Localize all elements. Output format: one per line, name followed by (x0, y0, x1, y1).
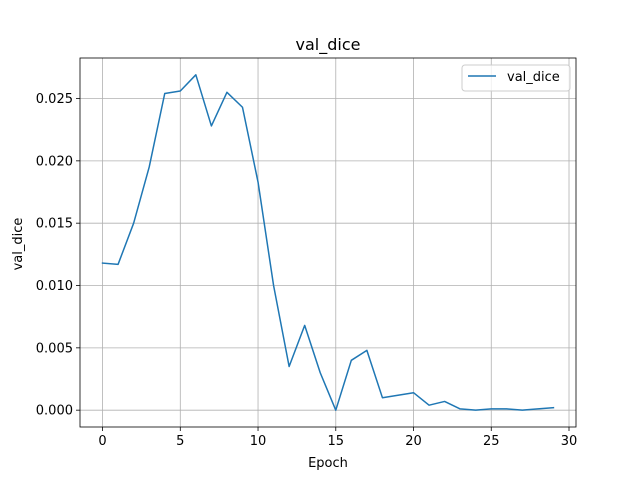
x-tick-label: 25 (483, 434, 500, 449)
axes-frame (79, 57, 577, 428)
legend: val_dice (461, 64, 571, 92)
x-tick-label: 5 (176, 434, 184, 449)
x-tick-label: 20 (405, 434, 422, 449)
y-tick-label: 0.015 (36, 217, 73, 232)
y-tick-label: 0.025 (36, 92, 73, 107)
grid (80, 58, 576, 427)
chart-title: val_dice (296, 35, 361, 55)
x-ticks: 0 5 10 15 20 25 30 (98, 427, 577, 449)
y-ticks: 0.000 0.005 0.010 0.015 0.020 0.025 (36, 92, 80, 419)
y-axis-label: val_dice (11, 218, 26, 271)
series-line-val-dice (101, 74, 555, 411)
legend-box (461, 64, 571, 92)
y-tick-label: 0.010 (36, 279, 73, 294)
y-tick-label: 0.000 (36, 404, 73, 419)
x-tick-label: 10 (250, 434, 267, 449)
x-tick-label: 15 (328, 434, 345, 449)
x-tick-label: 0 (98, 434, 106, 449)
y-tick-label: 0.020 (36, 154, 73, 169)
y-tick-label: 0.005 (36, 341, 73, 356)
legend-label: val_dice (507, 70, 560, 85)
x-tick-label: 30 (561, 434, 578, 449)
x-axis-label: Epoch (308, 456, 348, 471)
series-layer (101, 74, 555, 411)
